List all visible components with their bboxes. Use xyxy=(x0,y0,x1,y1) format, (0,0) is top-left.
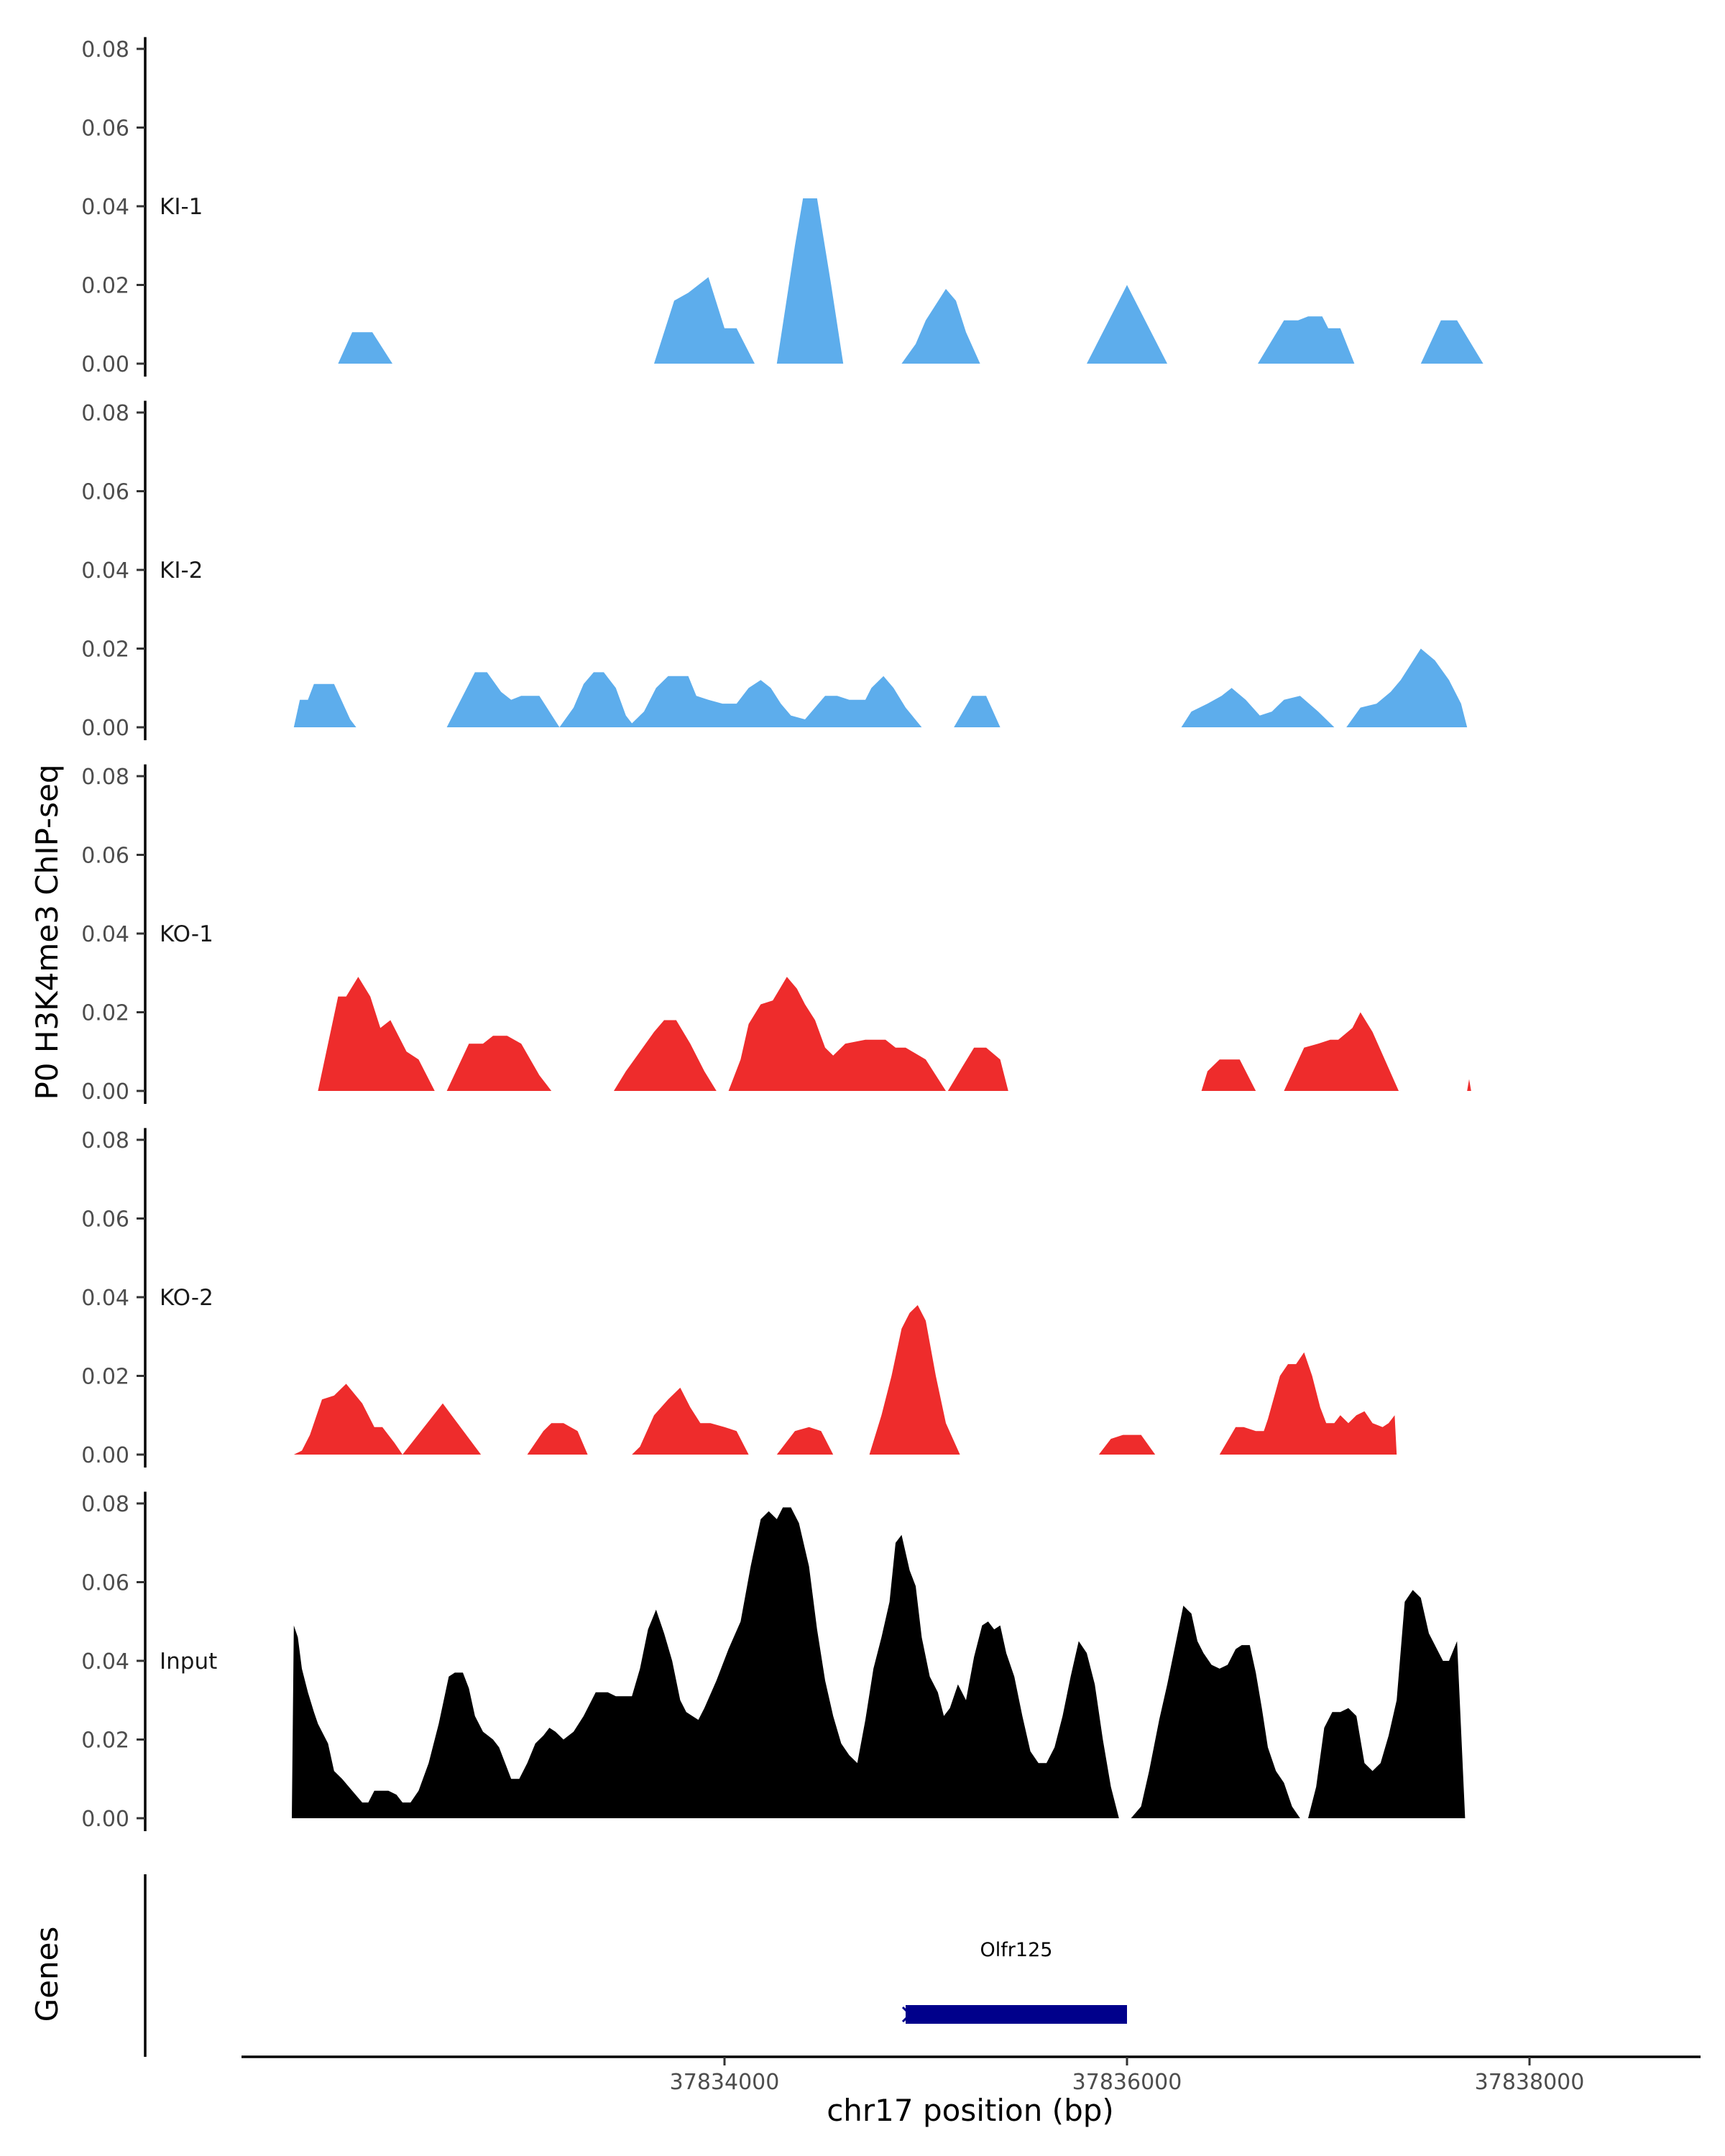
y-tick-label: 0.02 xyxy=(81,637,129,663)
signal-peak xyxy=(446,1036,552,1091)
y-tick-label: 0.02 xyxy=(81,1365,129,1390)
y-tick-label: 0.00 xyxy=(81,1807,129,1832)
signal-peak xyxy=(632,1387,749,1455)
track-label: KI-2 xyxy=(160,558,203,584)
x-axis: 37834000 37836000 37838000 xyxy=(242,2055,1701,2095)
signal-peak xyxy=(1346,648,1468,727)
signal-peak xyxy=(614,1020,717,1091)
track-label: KO-2 xyxy=(160,1285,213,1311)
y-tick-label: 0.06 xyxy=(81,1207,129,1233)
signal-peak xyxy=(947,1047,1008,1091)
gene-body xyxy=(906,2005,1127,2024)
y-tick-label: 0.08 xyxy=(81,401,129,426)
y-axis-title: P0 H3K4me3 ChIP-seq xyxy=(29,764,65,1100)
track-ki-2: 0.00 0.02 0.04 0.06 0.08 KI-2 xyxy=(81,400,1468,741)
tracks-layer: 0.00 0.02 0.04 0.06 0.08 KI-1 0.00 0.02 0.04 0.06… xyxy=(81,37,1484,1832)
x-tick-label: 37834000 xyxy=(670,2070,780,2095)
genes-axis-title: Genes xyxy=(29,1927,65,2022)
y-tick-label: 0.00 xyxy=(81,1079,129,1105)
y-tick-label: 0.04 xyxy=(81,922,129,947)
signal-peak xyxy=(776,198,844,364)
y-tick-label: 0.06 xyxy=(81,480,129,505)
y-tick-label: 0.04 xyxy=(81,1649,129,1674)
signal-peak xyxy=(559,672,922,727)
y-tick-label: 0.02 xyxy=(81,1728,129,1754)
y-tick-label: 0.04 xyxy=(81,1286,129,1311)
y-tick-label: 0.06 xyxy=(81,844,129,869)
y-tick-label: 0.00 xyxy=(81,1443,129,1468)
track-label: Input xyxy=(160,1649,217,1674)
signal-peak xyxy=(1258,316,1355,364)
signal-peak xyxy=(1467,1079,1471,1091)
gene-name-label: Olfr125 xyxy=(980,1939,1053,1961)
signal-peak xyxy=(338,332,392,364)
signal-peak xyxy=(1308,1590,1466,1818)
signal-peak xyxy=(728,977,946,1091)
signal-peak xyxy=(954,696,1000,727)
track-label: KO-1 xyxy=(160,921,213,947)
y-tick-label: 0.02 xyxy=(81,1001,129,1026)
track-ko-2: 0.00 0.02 0.04 0.06 0.08 KO-2 xyxy=(81,1128,1397,1468)
signal-peak xyxy=(901,289,980,364)
y-tick-label: 0.04 xyxy=(81,195,129,220)
y-tick-label: 0.08 xyxy=(81,1492,129,1517)
signal-peak xyxy=(1284,1012,1399,1091)
y-tick-label: 0.08 xyxy=(81,37,129,63)
y-tick-label: 0.06 xyxy=(81,116,129,142)
signal-peak xyxy=(869,1305,960,1455)
y-tick-label: 0.08 xyxy=(81,765,129,790)
signal-peak xyxy=(1219,1352,1397,1455)
x-tick-label: 37838000 xyxy=(1475,2070,1585,2095)
signal-peak xyxy=(293,1383,402,1455)
signal-peak xyxy=(318,977,435,1091)
signal-peak xyxy=(776,1427,834,1455)
signal-peak xyxy=(293,683,356,727)
y-tick-label: 0.04 xyxy=(81,558,129,584)
signal-peak xyxy=(1420,320,1484,364)
signal-peak xyxy=(1181,688,1335,727)
x-axis-title: chr17 position (bp) xyxy=(827,2093,1114,2128)
signal-peak xyxy=(1098,1434,1156,1455)
genes-panel: Olfr125 xyxy=(144,1874,1127,2057)
signal-peak xyxy=(1201,1059,1256,1091)
y-tick-label: 0.00 xyxy=(81,716,129,741)
track-input: 0.00 0.02 0.04 0.06 0.08 Input xyxy=(81,1491,1466,1832)
signal-peak xyxy=(1087,285,1167,364)
signal-peak xyxy=(1131,1606,1300,1818)
x-tick-label: 37836000 xyxy=(1072,2070,1182,2095)
signal-peak xyxy=(402,1403,482,1455)
y-tick-label: 0.06 xyxy=(81,1571,129,1596)
y-tick-label: 0.02 xyxy=(81,274,129,299)
signal-peak xyxy=(446,672,560,727)
track-ko-1: 0.00 0.02 0.04 0.06 0.08 KO-1 xyxy=(81,764,1471,1105)
track-ki-1: 0.00 0.02 0.04 0.06 0.08 KI-1 xyxy=(81,37,1484,377)
signal-peak xyxy=(527,1423,588,1455)
y-tick-label: 0.00 xyxy=(81,352,129,377)
signal-peak xyxy=(654,277,755,364)
strand-arrow xyxy=(901,2006,912,2023)
y-tick-label: 0.08 xyxy=(81,1128,129,1153)
track-label: KI-1 xyxy=(160,194,203,220)
signal-peak xyxy=(292,1507,1119,1818)
